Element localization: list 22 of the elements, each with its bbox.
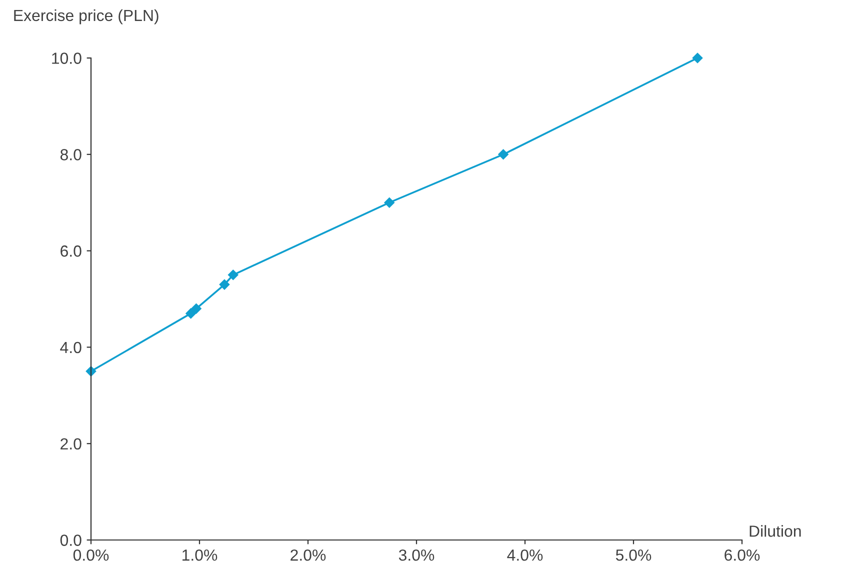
y-axis-title: Exercise price (PLN) [14, 9, 158, 24]
y-tick-label: 6.0 [60, 245, 82, 257]
x-tick-label: 5.0% [616, 549, 652, 561]
x-tick-label: 2.0% [290, 549, 326, 561]
x-axis-title: Dilution [750, 525, 801, 537]
point [191, 304, 202, 314]
point [186, 308, 196, 319]
y-tick-label: 2.0 [60, 438, 82, 450]
x-tick-label: 4.0% [507, 549, 543, 561]
x-tick-label: 0.0% [73, 549, 109, 561]
point [384, 197, 394, 208]
point [692, 52, 703, 64]
point [498, 149, 508, 160]
point [228, 270, 238, 280]
x-tick-label: 3.0% [398, 549, 434, 561]
x-tick-label: 6.0% [724, 549, 760, 561]
x-tick-label: 1.0% [182, 549, 218, 561]
y-tick-label: 0.0 [60, 534, 82, 546]
point [219, 279, 230, 290]
y-tick-label: 8.0 [60, 149, 82, 160]
y-tick-label: 10.0 [52, 52, 82, 64]
y-tick-label: 4.0 [60, 342, 82, 354]
